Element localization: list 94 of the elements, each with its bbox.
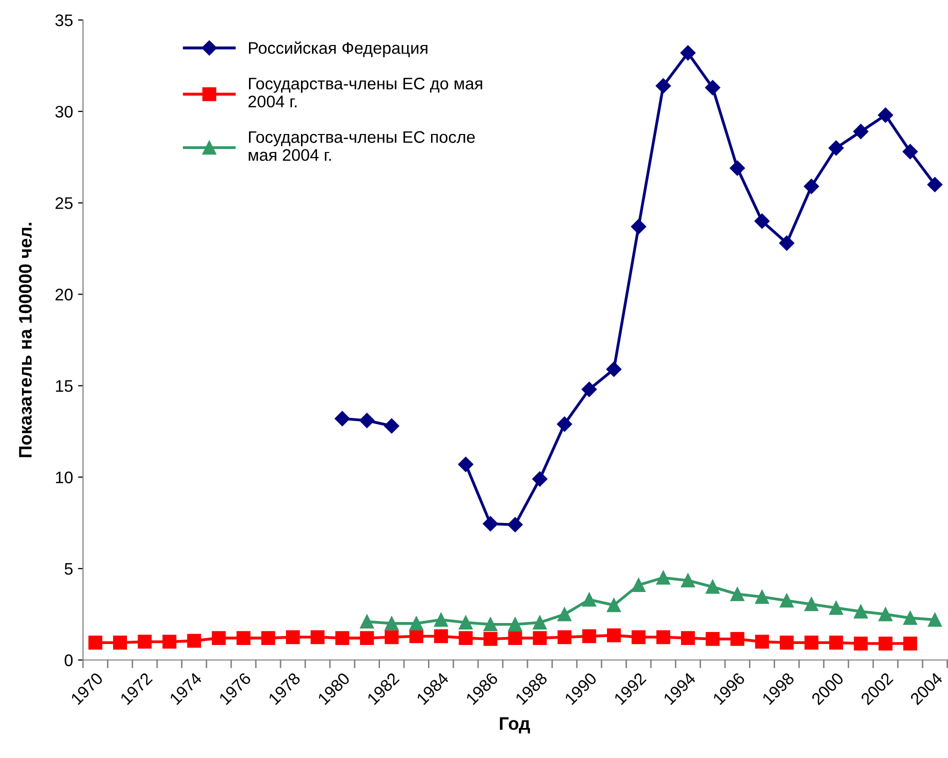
legend-label: Государства-члены ЕС до мая 2004 г. — [248, 78, 482, 108]
point — [532, 471, 548, 487]
point — [730, 587, 744, 602]
y-tick-label: 25 — [56, 197, 73, 210]
point — [359, 412, 375, 428]
point — [334, 411, 350, 426]
point — [458, 456, 474, 472]
y-axis-title: Показатель на 100000 чел. — [18, 222, 32, 458]
point — [903, 636, 918, 650]
point — [903, 611, 918, 625]
point — [138, 634, 152, 649]
point — [261, 631, 276, 645]
point — [162, 634, 176, 649]
point — [927, 177, 942, 192]
y-tick-label: 10 — [56, 472, 73, 484]
y-tick-label: 30 — [55, 106, 73, 118]
point — [804, 597, 818, 612]
point — [779, 236, 794, 251]
point — [878, 108, 894, 123]
y-tick-label: 5 — [64, 563, 73, 575]
point — [804, 178, 819, 194]
point — [558, 607, 572, 622]
y-tick-label: 15 — [56, 380, 73, 392]
y-tick-label: 0 — [64, 654, 73, 666]
point — [556, 416, 572, 432]
point — [434, 612, 448, 627]
point — [829, 636, 844, 650]
point — [828, 140, 844, 156]
point — [187, 634, 202, 648]
point — [236, 631, 250, 645]
point — [730, 632, 744, 646]
point — [632, 630, 646, 644]
point — [754, 214, 770, 229]
legend-label: Российская Федерация — [249, 41, 428, 58]
point — [582, 382, 597, 397]
point — [631, 219, 646, 234]
point — [482, 516, 498, 532]
x-axis-title: Год — [500, 717, 530, 734]
point — [409, 629, 424, 644]
point — [434, 629, 448, 644]
point — [508, 631, 522, 645]
point — [681, 631, 695, 645]
point — [384, 630, 399, 644]
point — [853, 124, 868, 140]
point — [878, 607, 892, 622]
point — [360, 631, 374, 645]
y-tick-label: 20 — [56, 288, 73, 300]
point — [755, 634, 769, 649]
point — [705, 80, 720, 96]
point — [508, 517, 523, 532]
point — [706, 632, 720, 646]
point — [582, 629, 596, 644]
point — [458, 631, 473, 645]
point — [656, 570, 670, 585]
point — [532, 631, 547, 645]
point — [681, 574, 695, 588]
point — [458, 616, 473, 630]
point — [780, 636, 794, 650]
point — [582, 592, 596, 607]
point — [804, 636, 818, 650]
point — [558, 630, 572, 644]
legend-label: Государства-члены ЕС после мая 2004 г. — [248, 131, 475, 161]
point — [483, 632, 498, 646]
point — [88, 636, 102, 650]
point — [384, 418, 400, 434]
point — [854, 636, 868, 650]
point — [928, 612, 942, 627]
point — [360, 614, 374, 629]
y-tick-label: 35 — [55, 14, 73, 26]
point — [902, 144, 918, 160]
point — [780, 594, 794, 608]
point — [656, 78, 671, 94]
point — [854, 604, 868, 618]
point — [730, 160, 745, 176]
point — [212, 631, 226, 645]
point — [755, 590, 769, 604]
point — [606, 628, 621, 642]
point — [878, 636, 892, 650]
point — [286, 630, 300, 644]
point — [113, 636, 127, 650]
point — [310, 630, 325, 644]
point — [335, 631, 350, 645]
point — [508, 617, 522, 632]
point — [656, 630, 670, 644]
point — [680, 45, 696, 60]
point — [606, 362, 622, 377]
point — [706, 580, 720, 594]
point — [632, 578, 646, 592]
point — [606, 598, 621, 612]
point — [409, 616, 424, 630]
point — [483, 617, 498, 632]
point — [384, 616, 399, 630]
point — [532, 616, 547, 630]
point — [829, 600, 844, 615]
